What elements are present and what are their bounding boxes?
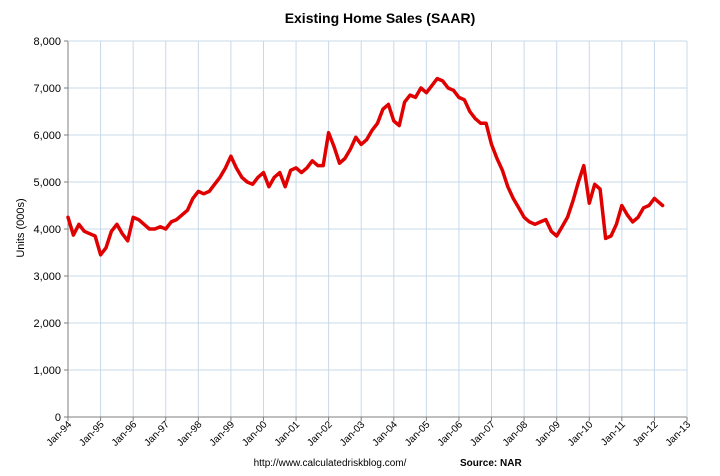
x-tick-label: Jan-05 xyxy=(403,419,433,449)
y-tick-label: 4,000 xyxy=(33,224,61,236)
y-tick-label: 3,000 xyxy=(33,271,61,283)
x-tick-label: Jan-04 xyxy=(371,419,401,449)
x-tick-label: Jan-98 xyxy=(175,419,205,449)
series-layer xyxy=(66,76,665,257)
series-line xyxy=(66,76,665,257)
x-tick-label: Jan-02 xyxy=(305,419,335,449)
y-tick-label: 1,000 xyxy=(33,365,61,377)
x-tick-labels: Jan-94 Jan-95 Jan-96 Jan-97 Jan-98 Jan-99 Jan-… xyxy=(45,419,694,449)
x-tick-label: Jan-09 xyxy=(533,419,563,449)
chart-title: Existing Home Sales (SAAR) xyxy=(285,10,476,26)
x-tick-label: Jan-12 xyxy=(631,419,661,449)
x-tick-label: Jan-03 xyxy=(338,419,368,449)
x-tick-label: Jan-06 xyxy=(436,419,466,449)
y-tick-label: 5,000 xyxy=(33,177,61,189)
y-axis-label: Units (000s) xyxy=(15,198,27,257)
x-tick-label: Jan-11 xyxy=(599,419,628,448)
y-tick-label: 7,000 xyxy=(33,83,61,95)
axes xyxy=(64,40,688,421)
footer-source: Source: NAR xyxy=(460,458,522,469)
x-tick-label: Jan-97 xyxy=(142,419,172,449)
footer-url: http://www.calculatedriskblog.com/ xyxy=(254,458,407,469)
x-tick-label: Jan-95 xyxy=(77,419,107,449)
x-tick-label: Jan-10 xyxy=(566,419,596,449)
x-tick-label: Jan-07 xyxy=(468,419,498,449)
x-tick-label: Jan-99 xyxy=(208,419,238,449)
x-tick-label: Jan-08 xyxy=(501,419,531,449)
x-tick-label: Jan-01 xyxy=(273,419,303,449)
y-tick-label: 2,000 xyxy=(33,318,61,330)
x-tick-label: Jan-96 xyxy=(110,419,140,449)
x-tick-label: Jan-13 xyxy=(664,419,694,449)
x-tick-label: Jan-00 xyxy=(240,419,270,449)
y-tick-label: 6,000 xyxy=(33,130,61,142)
y-tick-labels: 0 1,000 2,000 3,000 4,000 5,000 6,000 7,000 8,00… xyxy=(33,36,61,424)
y-tick-label: 0 xyxy=(55,412,61,424)
y-tick-label: 8,000 xyxy=(33,36,61,48)
